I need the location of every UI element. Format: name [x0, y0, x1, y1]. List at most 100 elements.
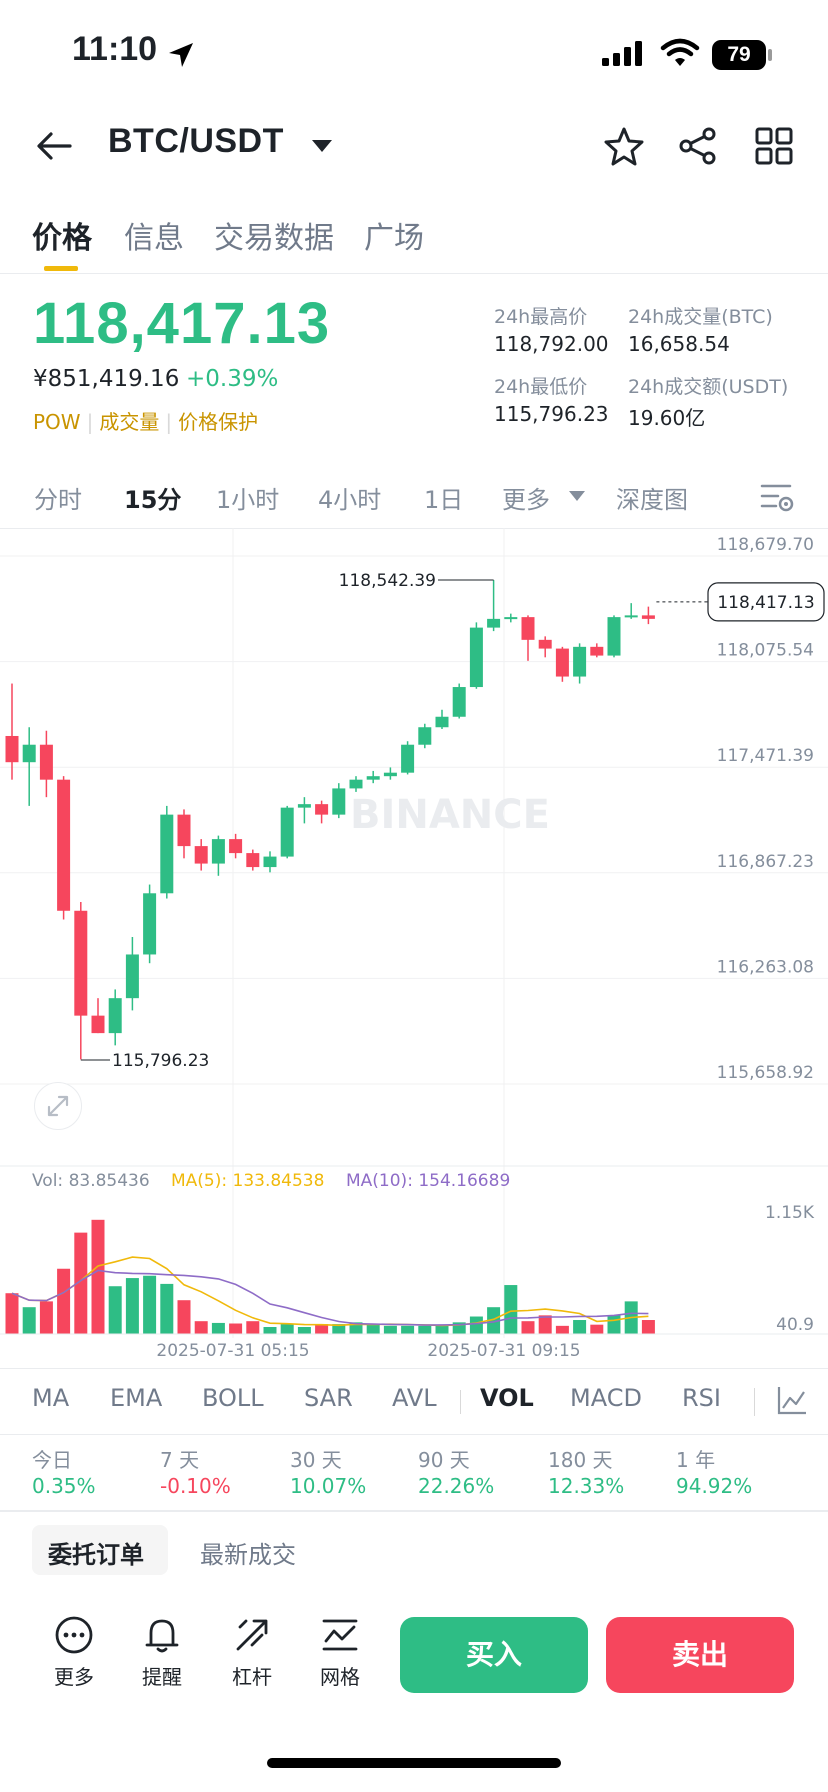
ind-sar[interactable]: SAR [304, 1384, 353, 1412]
tf-4h[interactable]: 4小时 [318, 486, 382, 514]
price-axis-label: 117,471.39 [717, 746, 814, 766]
tf-more-dropdown-icon[interactable] [568, 490, 586, 502]
volume-bar [366, 1324, 380, 1334]
leverage-button[interactable]: 杠杆 [212, 1615, 292, 1690]
tab-price[interactable]: 价格 [32, 221, 92, 256]
ind-ema[interactable]: EMA [110, 1384, 163, 1412]
volume-bar [177, 1300, 191, 1334]
share-icon[interactable] [678, 126, 718, 166]
high-label: 24h最高价 [494, 306, 588, 328]
grid-menu-icon[interactable] [754, 126, 794, 166]
extreme-markers: 118,542.39 115,796.23 118,417.13 [80, 571, 825, 1071]
ind-avl[interactable]: AVL [392, 1384, 437, 1412]
low-value: 115,796.23 [494, 402, 609, 426]
grid-trading-button[interactable]: 网格 [300, 1615, 380, 1690]
tag-volume[interactable]: 成交量 [99, 410, 160, 434]
pair-title[interactable]: BTC/USDT [108, 122, 284, 160]
leverage-icon [236, 1619, 268, 1651]
candles-group [5, 580, 655, 1060]
ind-rsi[interactable]: RSI [682, 1384, 721, 1412]
tab-square[interactable]: 广场 [364, 221, 424, 256]
tag-price-protection[interactable]: 价格保护 [178, 410, 259, 434]
candle-body [452, 687, 466, 717]
candle-body [160, 814, 174, 894]
ind-boll[interactable]: BOLL [202, 1384, 264, 1412]
ind-macd[interactable]: MACD [570, 1384, 642, 1412]
perf-value-today: 0.35% [32, 1474, 96, 1498]
expand-icon [47, 1095, 69, 1117]
indicator-separator [754, 1388, 755, 1416]
volume-bar [401, 1325, 415, 1334]
ma5-line [11, 1256, 649, 1327]
candle-body [487, 618, 501, 628]
chart-settings-icon[interactable] [760, 480, 796, 514]
tf-line[interactable]: 分时 [34, 486, 82, 514]
price-axis-label: 118,679.70 [717, 535, 814, 555]
tab-trading-data[interactable]: 交易数据 [214, 221, 334, 256]
candle-body [246, 853, 260, 868]
volume-bar [641, 1320, 655, 1334]
candle-body [418, 727, 432, 745]
tf-depth[interactable]: 深度图 [616, 486, 688, 514]
indicator-chart-icon[interactable] [776, 1384, 808, 1416]
sell-button[interactable]: 卖出 [606, 1617, 794, 1693]
candle-body [39, 744, 53, 780]
tab-latest-trades[interactable]: 最新成交 [200, 1541, 296, 1569]
tab-active-indicator [44, 266, 78, 271]
tf-more[interactable]: 更多 [502, 486, 550, 514]
volume-bar [349, 1322, 363, 1334]
volume-bar [607, 1315, 621, 1334]
volume-bar [315, 1324, 329, 1334]
more-button[interactable]: 更多 [34, 1615, 114, 1690]
candle-body [57, 779, 71, 911]
current-price-tag [707, 582, 825, 622]
divider [0, 273, 828, 274]
candle-body [211, 839, 225, 864]
price-axis-label: 116,263.08 [717, 957, 814, 977]
perf-value-7d: -0.10% [160, 1474, 231, 1498]
volume-bar [452, 1322, 466, 1334]
candle-body [332, 788, 346, 815]
tf-15m[interactable]: 15分 [124, 486, 182, 514]
perf-label-1y: 1 年 [676, 1448, 716, 1472]
volume-value: Vol: 83.85436 [32, 1171, 150, 1191]
price-axis-label: 116,867.23 [717, 852, 814, 872]
price-change: +0.39% [186, 366, 279, 392]
bell-icon [145, 1619, 179, 1653]
alert-button[interactable]: 提醒 [122, 1615, 202, 1690]
ma5-value: MA(5): 133.84538 [171, 1171, 324, 1191]
price-axis-labels: 118,679.70 118,075.54 117,471.39 116,867.23… [717, 535, 814, 1083]
tag-pow[interactable]: POW [33, 410, 81, 434]
perf-label-30d: 30 天 [290, 1448, 342, 1472]
candlestick-chart[interactable]: BINANCE 118,679.70118,075.54117,471.3911… [0, 528, 828, 1368]
candle-body [573, 646, 587, 677]
pair-dropdown-icon[interactable] [310, 138, 334, 154]
grid-trading-icon [322, 1619, 358, 1651]
battery-level: 79 [727, 43, 751, 66]
tf-1h[interactable]: 1小时 [216, 486, 280, 514]
cellular-signal-icon [602, 41, 642, 66]
price-cny: ¥851,419.16 [33, 366, 180, 392]
ind-vol[interactable]: VOL [480, 1384, 534, 1412]
tf-1d[interactable]: 1日 [424, 486, 464, 514]
expand-chart-button[interactable] [34, 1082, 82, 1130]
tab-open-orders[interactable]: 委托订单 [48, 1541, 144, 1569]
candle-body [504, 617, 518, 620]
indicator-bar: MA EMA BOLL SAR AVL VOL MACD RSI [0, 1370, 828, 1434]
candle-body [435, 716, 449, 728]
volume-bar [280, 1324, 294, 1334]
star-icon[interactable] [604, 126, 644, 166]
perf-label-7d: 7 天 [160, 1448, 200, 1472]
volume-bar [332, 1324, 346, 1334]
candle-body [91, 1015, 105, 1034]
back-arrow-icon[interactable] [34, 128, 74, 164]
volume-bar [487, 1307, 501, 1334]
volume-bar [211, 1322, 225, 1334]
pair-tags: POW | 成交量 | 价格保护 [33, 410, 259, 434]
perf-value-1y: 94.92% [676, 1474, 753, 1498]
tab-info[interactable]: 信息 [124, 221, 184, 256]
buy-button[interactable]: 买入 [400, 1617, 588, 1693]
ind-ma[interactable]: MA [32, 1384, 70, 1412]
perf-value-30d: 10.07% [290, 1474, 367, 1498]
ma10-value: MA(10): 154.16689 [346, 1171, 510, 1191]
